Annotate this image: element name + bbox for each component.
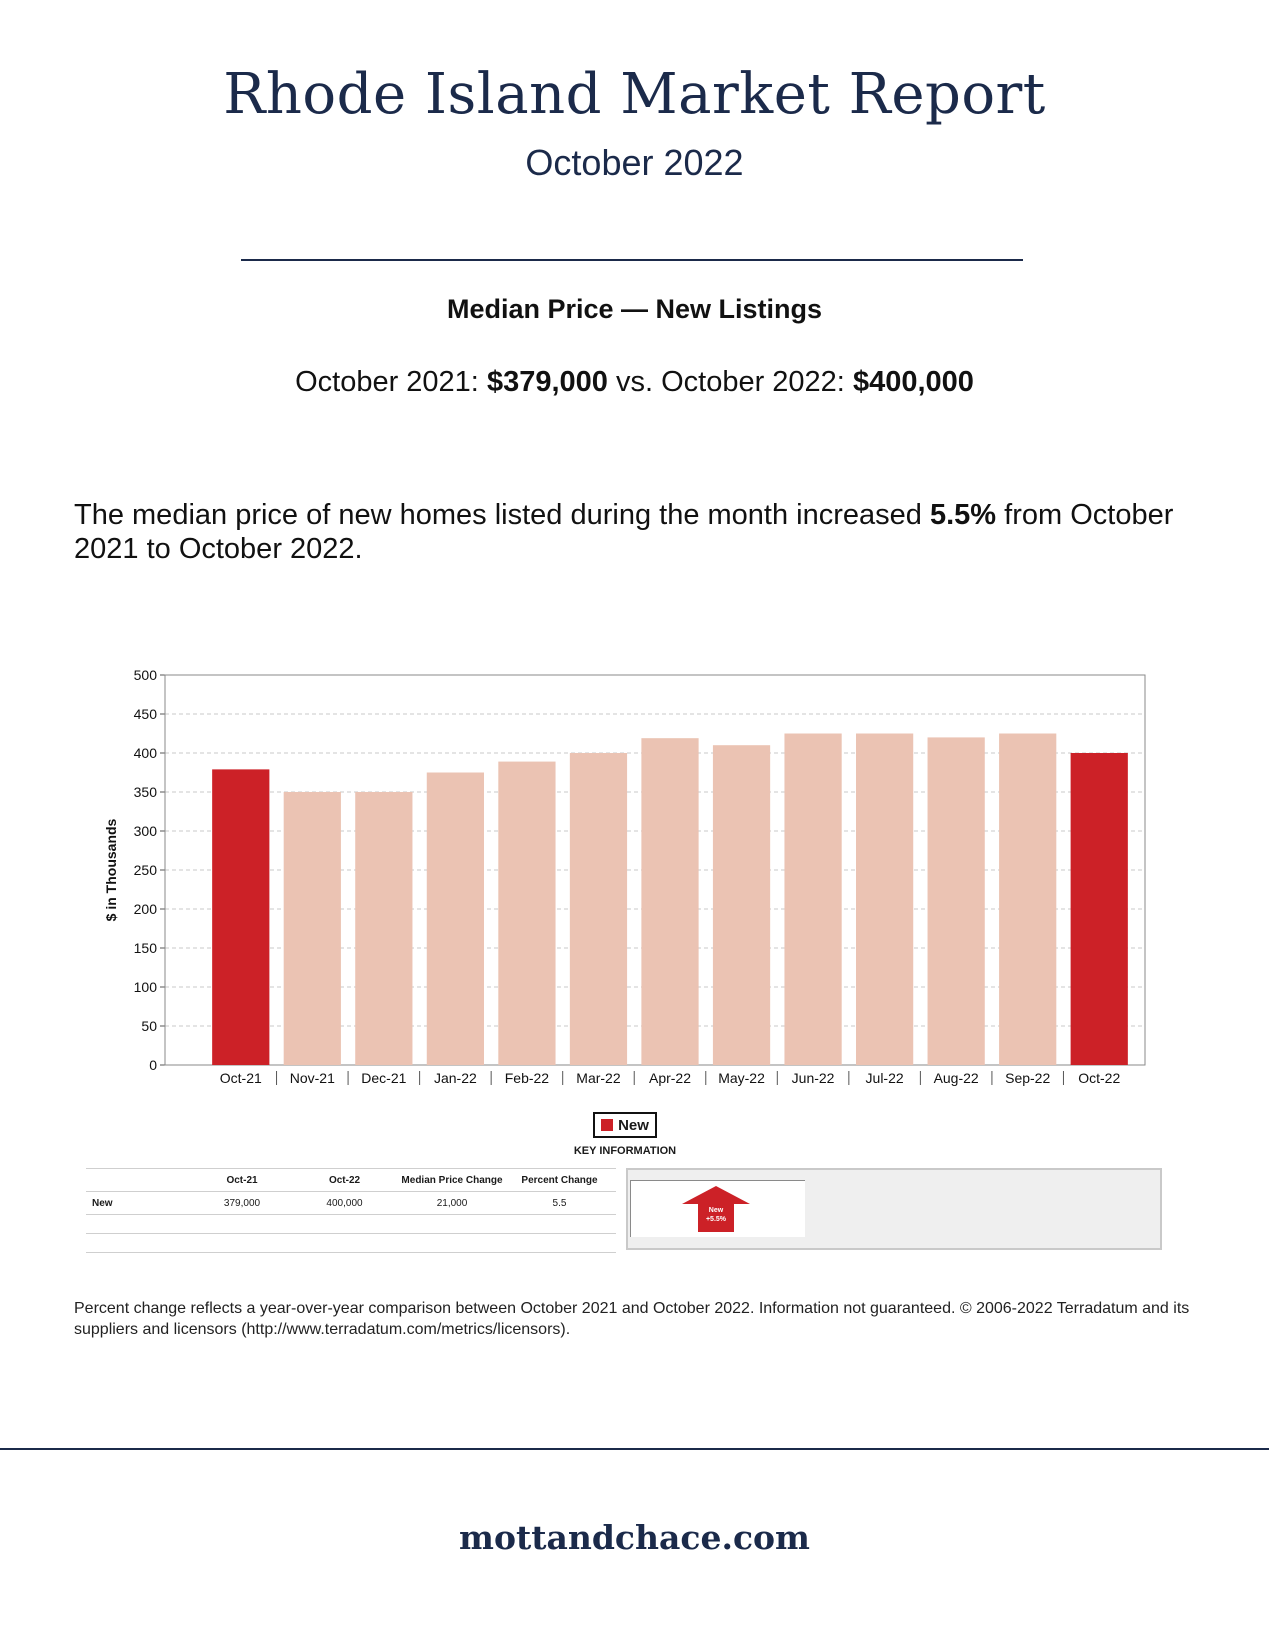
y-tick-label: 100 <box>134 979 158 995</box>
median-price-chart: 0 50 100 150 200 250 300 350 400 450 500 $ in Thous… <box>103 667 1146 1086</box>
y-tick-label: 450 <box>134 706 158 722</box>
bar <box>641 738 699 1065</box>
summary-before: The median price of new homes listed dur… <box>74 499 922 531</box>
bar <box>712 745 771 1065</box>
table-cell: 379,000 <box>223 1197 261 1209</box>
key-panel-change: +5.5% <box>705 1216 727 1223</box>
table-header-row: Oct-21 Oct-22 Median Price Change Percen… <box>86 1168 616 1192</box>
report-subtitle: October 2022 <box>525 142 744 183</box>
x-tick-label: May-22 <box>718 1070 765 1086</box>
bottom-divider <box>0 1448 1269 1450</box>
y-tick-label: 200 <box>134 901 158 917</box>
x-tick-label: Apr-22 <box>649 1070 691 1086</box>
x-tick-label: Dec-21 <box>361 1070 406 1086</box>
bar <box>569 753 628 1065</box>
bar <box>1070 753 1128 1065</box>
data-table: Oct-21 Oct-22 Median Price Change Percen… <box>86 1168 616 1253</box>
site-link[interactable]: mottandchace.com <box>459 1518 810 1557</box>
x-tick-label: Oct-21 <box>220 1070 262 1086</box>
table-cell: 400,000 <box>326 1197 363 1209</box>
y-tick-label: 50 <box>141 1018 157 1034</box>
y-tick-label: 150 <box>134 940 158 956</box>
x-tick-label: Mar-22 <box>576 1070 621 1086</box>
price-comparison: October 2021: $379,000 vs. October 2022:… <box>0 366 1269 399</box>
up-arrow-icon <box>682 1186 750 1232</box>
top-divider <box>241 259 1023 261</box>
y-tick-label: 500 <box>134 667 158 683</box>
table-header-cell: Percent Change <box>521 1174 598 1186</box>
y-tick-label: 350 <box>134 784 158 800</box>
key-panel-label: New <box>708 1207 724 1214</box>
key-info-label: KEY INFORMATION <box>573 1145 677 1157</box>
table-cell: 21,000 <box>436 1197 468 1209</box>
table-row: New 379,000 400,000 21,000 5.5 <box>86 1192 616 1215</box>
table-cell: 5.5 <box>552 1197 567 1209</box>
table-blank-row <box>86 1234 616 1253</box>
summary-text: The median price of new homes listed dur… <box>74 498 1204 566</box>
compare-vs: vs. October 2022: <box>615 366 845 398</box>
compare-a-label: October 2021: <box>295 366 479 398</box>
x-tick-label: Aug-22 <box>934 1070 979 1086</box>
x-tick-label: Feb-22 <box>505 1070 550 1086</box>
legend: New <box>593 1112 657 1138</box>
x-tick-label: Jan-22 <box>434 1070 477 1086</box>
legend-label: New <box>618 1116 649 1134</box>
section-title: Median Price — New Listings <box>446 294 823 324</box>
x-tick-label: Jun-22 <box>792 1070 835 1086</box>
table-cell: New <box>92 1197 113 1209</box>
bar <box>999 733 1057 1065</box>
bar <box>784 733 842 1065</box>
x-tick-label: Sep-22 <box>1005 1070 1050 1086</box>
y-tick-label: 400 <box>134 745 158 761</box>
compare-b-value: $400,000 <box>852 366 974 398</box>
bar <box>212 769 270 1065</box>
bar <box>283 792 341 1065</box>
compare-a-value: $379,000 <box>486 366 608 398</box>
bar <box>927 737 985 1065</box>
legend-swatch <box>601 1119 614 1131</box>
y-tick-label: 0 <box>149 1057 157 1073</box>
bar <box>355 792 413 1065</box>
x-tick-label: Nov-21 <box>290 1070 335 1086</box>
table-header-cell: Oct-21 <box>226 1174 258 1186</box>
bar <box>426 772 484 1065</box>
footnote: Percent change reflects a year-over-year… <box>74 1300 1190 1338</box>
summary-after: from October 2021 to October 2022. <box>74 499 1174 565</box>
y-tick-label: 250 <box>134 862 158 878</box>
key-panel-text: New +5.5% <box>682 1206 750 1224</box>
y-tick-label: 300 <box>134 823 158 839</box>
table-header-cell: Median Price Change <box>401 1174 503 1186</box>
table-header-cell: Oct-22 <box>328 1174 361 1186</box>
summary-pct: 5.5% <box>929 499 997 531</box>
y-axis-label: $ in Thousands <box>103 818 119 921</box>
table-blank-row <box>86 1215 616 1234</box>
bar <box>856 733 914 1065</box>
report-title: Rhode Island Market Report <box>223 62 1046 127</box>
bar <box>498 761 556 1065</box>
x-tick-label: Oct-22 <box>1078 1070 1120 1086</box>
x-tick-label: Jul-22 <box>866 1070 904 1086</box>
